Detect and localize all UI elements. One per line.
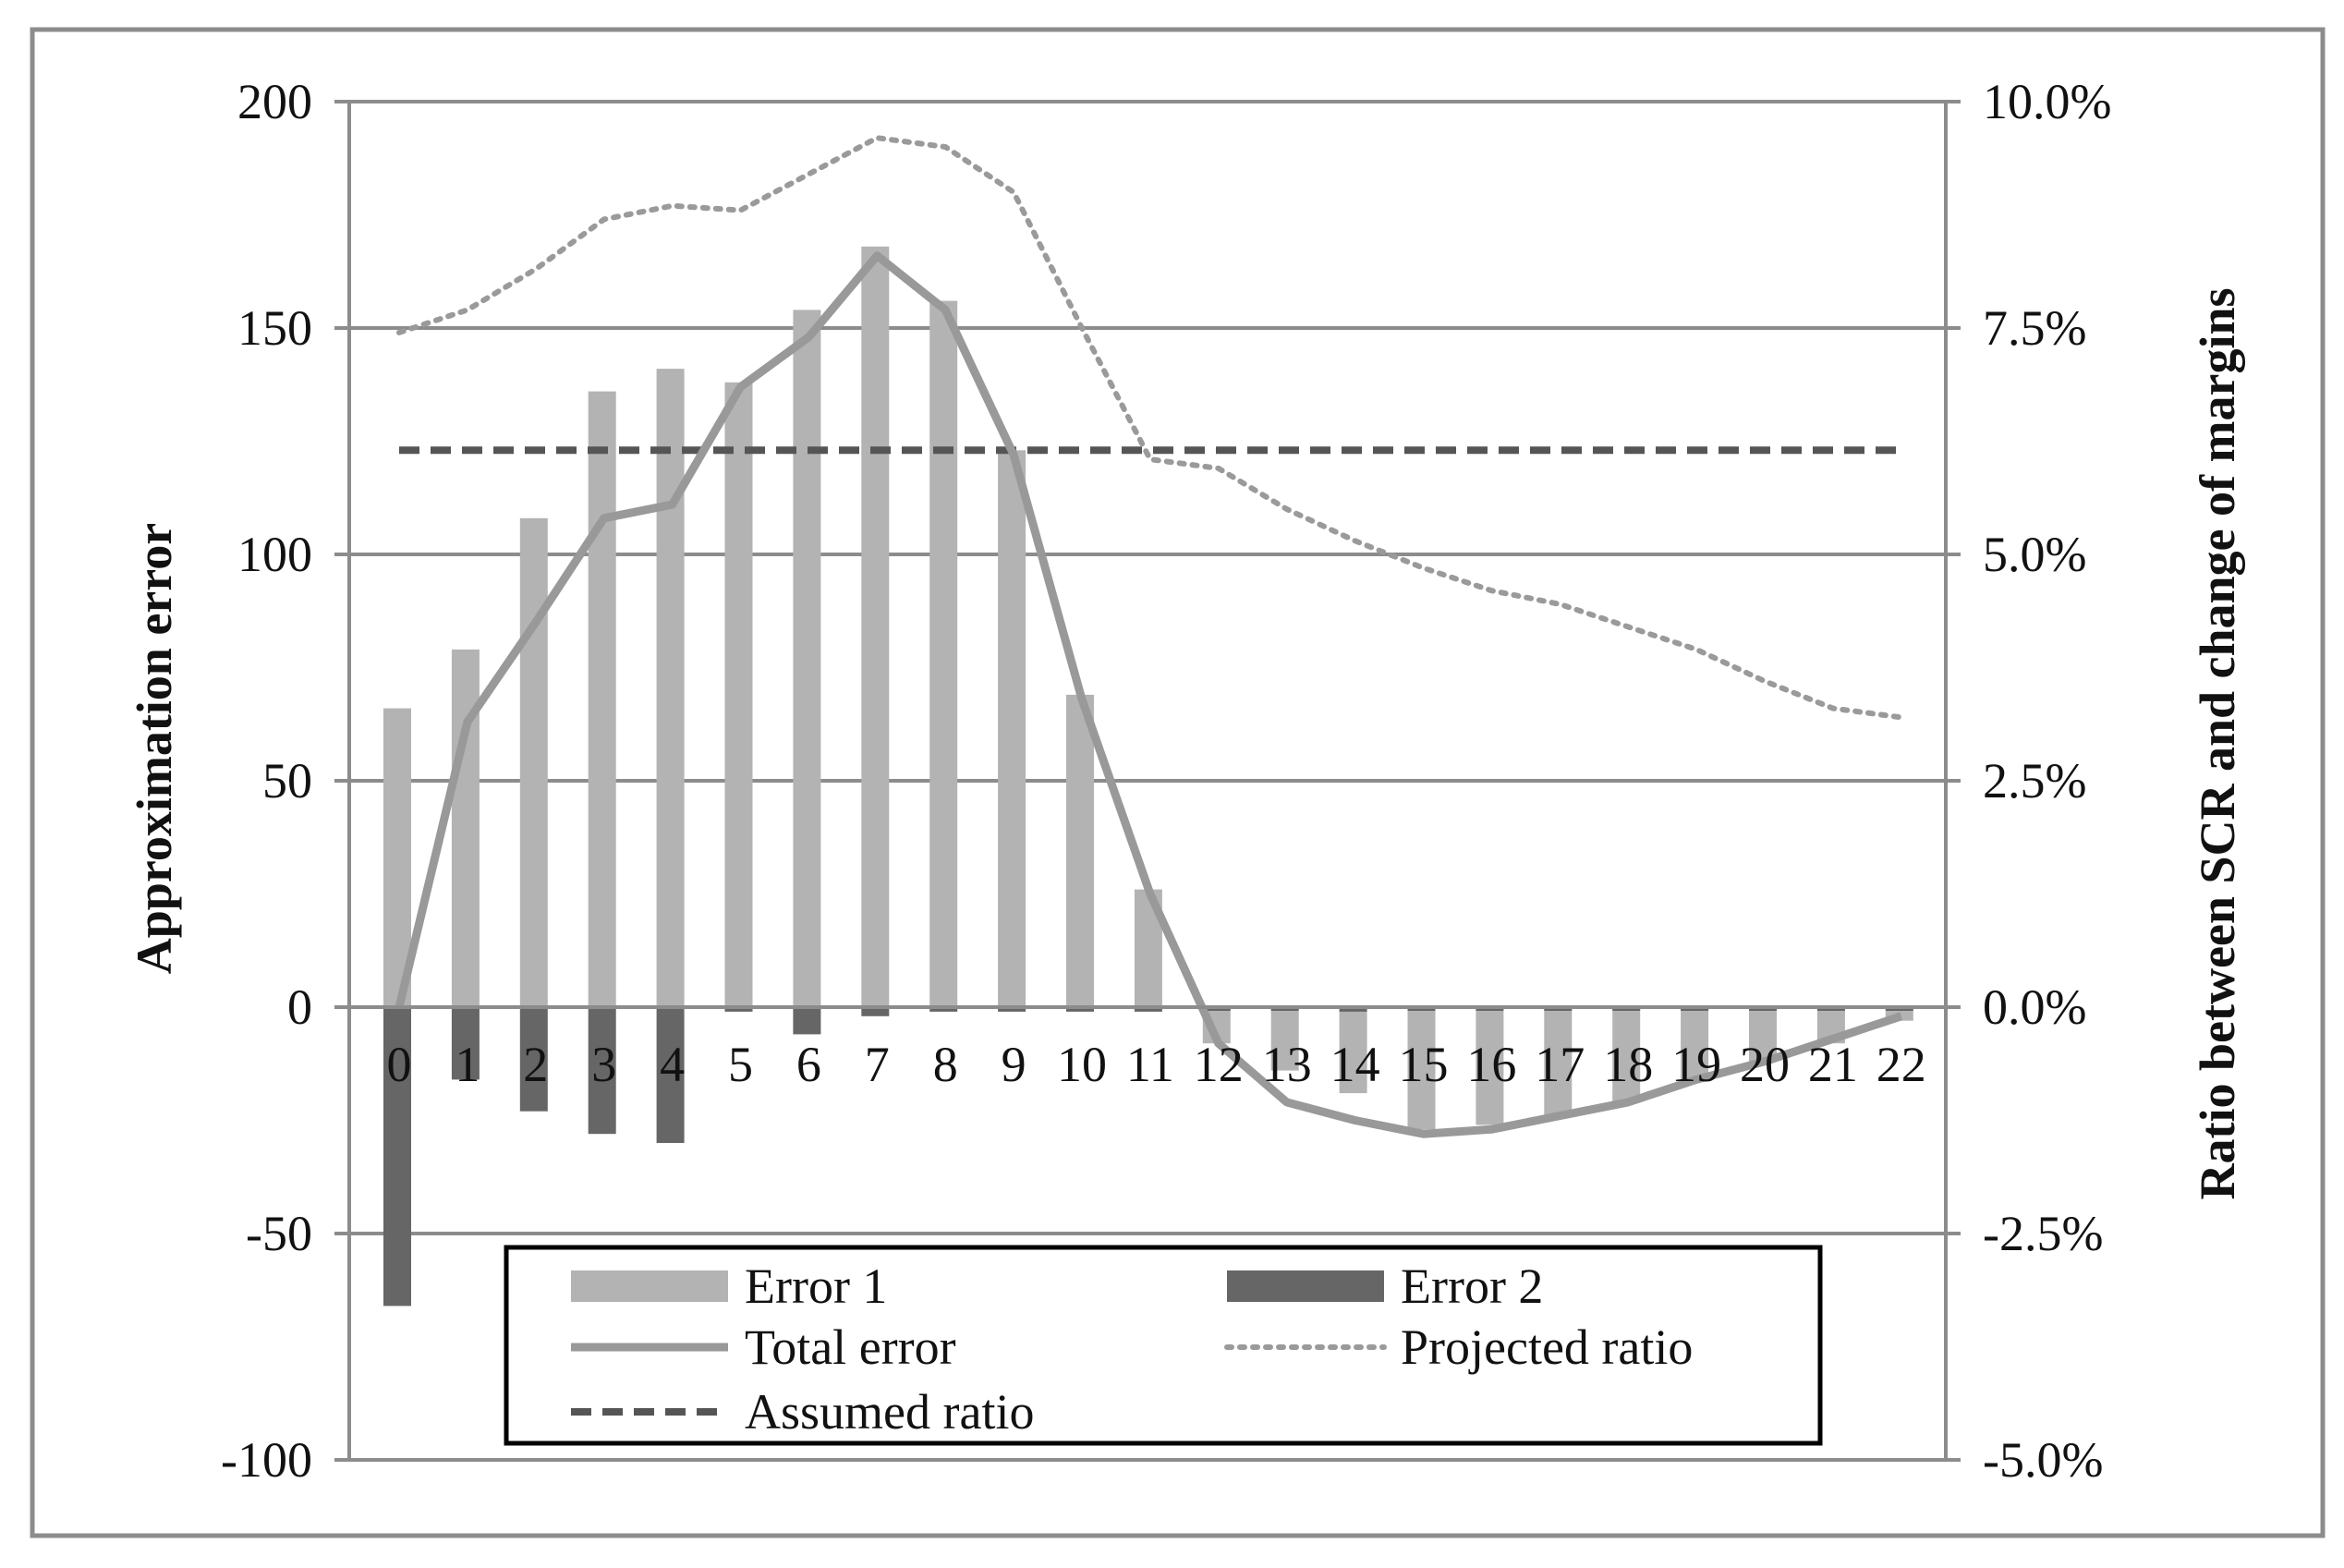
bar-error-1 (1544, 1007, 1573, 1116)
x-tick-label: 20 (1740, 1037, 1790, 1092)
bar-error-2 (383, 1007, 411, 1307)
bar-error-2 (793, 1007, 821, 1035)
x-tick-label: 0 (387, 1037, 412, 1092)
y2-tick-label: 2.5% (1983, 753, 2086, 808)
bar-error-1 (588, 391, 616, 1008)
legend-label: Error 1 (745, 1258, 887, 1314)
bar-error-1 (383, 708, 411, 1007)
bar-error-2 (451, 1007, 480, 1080)
bar-error-2 (998, 1007, 1026, 1012)
y2-tick-label: 10.0% (1983, 74, 2111, 129)
bar-error-1 (724, 382, 753, 1007)
x-tick-label: 17 (1535, 1037, 1585, 1092)
bar-error-1 (1612, 1007, 1641, 1102)
bar-error-2 (1339, 1007, 1367, 1012)
legend-label: Assumed ratio (745, 1384, 1034, 1440)
bar-error-1 (1749, 1007, 1777, 1062)
y-axis-title: Approximation error (127, 523, 182, 974)
bar-error-2 (588, 1007, 616, 1135)
line-total-error (395, 251, 1903, 1138)
bar-error-2 (1134, 1007, 1162, 1012)
legend-label: Total error (745, 1319, 956, 1375)
y2-axis-title: Ratio between SCR and change of margins (2190, 287, 2245, 1199)
bars (383, 246, 1913, 1307)
bar-error-2 (724, 1007, 753, 1012)
bar-error-1 (1407, 1007, 1436, 1130)
bar-error-1 (1270, 1007, 1299, 1071)
bar-error-1 (1066, 694, 1094, 1007)
x-tick-label: 4 (660, 1037, 685, 1092)
bar-error-1 (793, 310, 821, 1007)
y-tick-label: 100 (237, 527, 312, 582)
bar-error-1 (861, 246, 890, 1007)
legend-label: Projected ratio (1401, 1319, 1693, 1375)
legend: Error 1 Error 2 Total error Projected ratio… (504, 1245, 1823, 1446)
y2-tick-label: 5.0% (1983, 527, 2086, 582)
x-tick-label: 1 (455, 1037, 480, 1092)
x-tick-label: 12 (1194, 1037, 1244, 1092)
axes (334, 100, 1961, 1462)
x-tick-label: 14 (1330, 1037, 1380, 1092)
bar-error-1 (1681, 1007, 1709, 1080)
x-tick-label: 2 (523, 1037, 548, 1092)
bar-error-2 (1066, 1007, 1094, 1012)
bar-error-2 (861, 1007, 890, 1016)
bar-error-2 (656, 1007, 685, 1143)
legend-label: Error 2 (1401, 1258, 1543, 1314)
y-tick-label: 50 (262, 753, 312, 808)
y2-tick-label: -5.0% (1983, 1432, 2103, 1488)
x-tick-label: 7 (865, 1037, 890, 1092)
bar-error-1 (656, 369, 685, 1008)
y-tick-label: 150 (237, 300, 312, 356)
x-tick-label: 13 (1262, 1037, 1312, 1092)
x-tick-label: 8 (933, 1037, 958, 1092)
y-tick-label: -50 (246, 1206, 312, 1261)
bar-error-1 (929, 300, 958, 1008)
x-tick-label: 21 (1808, 1037, 1858, 1092)
line-projected-ratio (396, 135, 1904, 721)
y-tick-label: 0 (287, 979, 312, 1035)
bar-error-2 (519, 1007, 548, 1112)
x-tick-label: 16 (1466, 1037, 1516, 1092)
x-tick-label: 22 (1876, 1037, 1926, 1092)
series-lines (395, 135, 1904, 1138)
x-tick-label: 3 (591, 1037, 616, 1092)
y-tick-label: -100 (221, 1432, 312, 1488)
bar-error-2 (929, 1007, 958, 1012)
y2-tick-label: 7.5% (1983, 300, 2086, 356)
x-tick-label: 18 (1603, 1037, 1653, 1092)
legend-swatch (571, 1270, 728, 1302)
x-tick-label: 5 (728, 1037, 753, 1092)
x-tick-label: 9 (1002, 1037, 1026, 1092)
bar-error-1 (1339, 1007, 1367, 1094)
bar-error-1 (519, 517, 548, 1007)
x-tick-label: 15 (1399, 1037, 1449, 1092)
tick-labels: -100 -5.0%-50 -2.5%0 0.0%50 2.5%100 5.0%150 7.… (221, 74, 2111, 1488)
bar-error-1 (1476, 1007, 1504, 1125)
legend-swatch (1227, 1270, 1384, 1302)
x-tick-label: 19 (1671, 1037, 1721, 1092)
x-tick-label: 10 (1057, 1037, 1107, 1092)
y2-tick-label: -2.5% (1983, 1206, 2103, 1261)
x-tick-label: 6 (796, 1037, 821, 1092)
y-tick-label: 200 (237, 74, 312, 129)
y2-tick-label: 0.0% (1983, 979, 2086, 1035)
bar-error-1 (998, 450, 1026, 1007)
x-tick-label: 11 (1126, 1037, 1174, 1092)
